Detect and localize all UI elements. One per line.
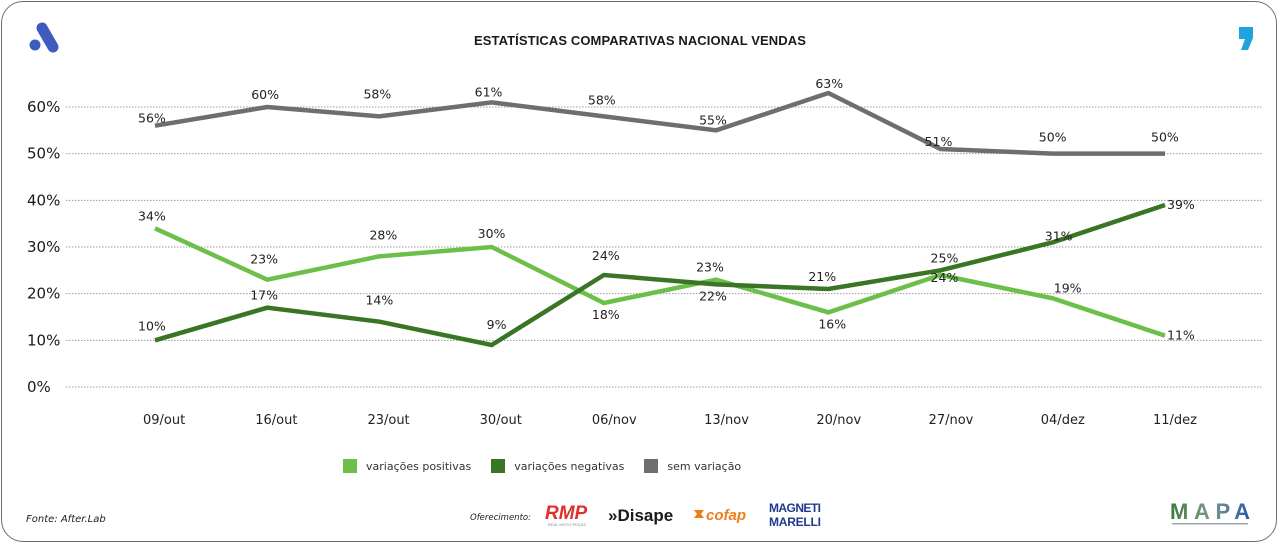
data-label-positive: 30% — [478, 226, 506, 241]
data-label-positive: 34% — [138, 208, 166, 223]
y-tick-label: 60% — [27, 98, 60, 116]
data-label-negative: 22% — [699, 288, 727, 303]
x-tick-label: 30/out — [480, 413, 522, 428]
rmp-logo-text: RMP — [545, 503, 588, 524]
mapa-logo-text: MAPA — [1170, 499, 1250, 524]
data-label-no-change: 56% — [138, 111, 166, 126]
legend-item-no-change: sem variação — [644, 459, 741, 473]
y-tick-label: 50% — [27, 145, 60, 163]
y-tick-label: 20% — [27, 285, 60, 303]
data-label-positive: 23% — [696, 260, 724, 275]
data-label-negative: 24% — [592, 248, 620, 263]
data-label-no-change: 60% — [251, 87, 279, 102]
rmp-logo-subtext: REAL MOTO PEÇAS — [548, 522, 586, 527]
legend-item-negative: variações negativas — [491, 459, 624, 473]
legend-label-no-change: sem variação — [667, 459, 742, 473]
mapa-logo: MAPA — [1170, 499, 1250, 525]
data-label-positive: 19% — [1054, 280, 1082, 295]
data-label-negative: 31% — [1045, 228, 1073, 243]
svg-text:MARELLI: MARELLI — [769, 515, 821, 528]
data-label-no-change: 55% — [699, 112, 727, 127]
cofap-logo: cofap — [694, 507, 746, 524]
data-label-no-change: 50% — [1039, 130, 1067, 145]
legend-label-positive: variações positivas — [366, 459, 472, 473]
data-label-negative: 9% — [487, 317, 507, 332]
x-tick-label: 16/out — [255, 413, 297, 428]
x-tick-label: 04/dez — [1041, 413, 1085, 428]
y-tick-label: 0% — [27, 378, 51, 396]
y-tick-label: 30% — [27, 238, 60, 256]
x-tick-label: 23/out — [367, 413, 409, 428]
magneti-marelli-logo: MAGNETI MARELLI — [769, 501, 821, 528]
y-tick-label: 10% — [27, 331, 60, 349]
data-label-no-change: 58% — [588, 92, 616, 107]
data-label-positive: 28% — [369, 227, 397, 242]
source-note: Fonte: After.Lab — [26, 514, 106, 525]
legend-swatch-positive — [343, 459, 357, 473]
sponsor-label: Oferecimento: — [470, 513, 531, 523]
x-tick-label: 20/nov — [816, 413, 861, 428]
comma-logo-icon — [1239, 27, 1253, 50]
data-label-no-change: 63% — [815, 76, 843, 91]
data-label-negative: 21% — [808, 269, 836, 284]
data-label-no-change: 61% — [475, 84, 503, 99]
x-tick-label: 11/dez — [1153, 413, 1197, 428]
data-label-positive: 23% — [250, 252, 278, 267]
data-label-no-change: 50% — [1151, 130, 1179, 145]
legend-swatch-negative — [491, 459, 506, 473]
svg-text:MAGNETI: MAGNETI — [769, 501, 821, 515]
data-label-positive: 16% — [818, 316, 846, 331]
after-lab-logo-icon — [29, 22, 59, 53]
data-label-positive: 18% — [592, 307, 620, 322]
x-tick-label: 27/nov — [929, 413, 974, 428]
series-line-positive — [154, 226, 1166, 338]
y-tick-label: 40% — [27, 191, 60, 209]
x-tick-label: 13/nov — [704, 413, 749, 428]
x-tick-label: 09/out — [143, 413, 185, 428]
data-label-negative: 17% — [250, 288, 278, 303]
legend-label-negative: variações negativas — [514, 459, 625, 473]
data-label-negative: 10% — [138, 318, 166, 333]
chart-title: ESTATÍSTICAS COMPARATIVAS NACIONAL VENDA… — [473, 33, 806, 48]
data-label-negative: 25% — [931, 250, 959, 265]
series-line-no-change — [154, 90, 1165, 156]
disape-logo-text: »Disape — [608, 506, 673, 525]
x-tick-label: 06/nov — [592, 413, 637, 428]
data-label-positive: 24% — [931, 270, 959, 285]
series-line-negative — [154, 202, 1166, 348]
data-label-negative: 14% — [365, 293, 393, 308]
data-label-no-change: 51% — [925, 134, 953, 149]
chart-legend: variações positivas variações negativas … — [343, 459, 761, 473]
rmp-logo: RMP REAL MOTO PEÇAS — [545, 503, 588, 527]
legend-item-positive: variações positivas — [343, 459, 471, 473]
data-label-no-change: 58% — [363, 86, 391, 101]
disape-logo: »Disape — [608, 506, 673, 525]
cofap-logo-text: cofap — [706, 507, 746, 524]
legend-swatch-no-change — [644, 459, 659, 473]
data-label-positive: 11% — [1167, 328, 1195, 343]
data-label-negative: 39% — [1167, 197, 1195, 212]
